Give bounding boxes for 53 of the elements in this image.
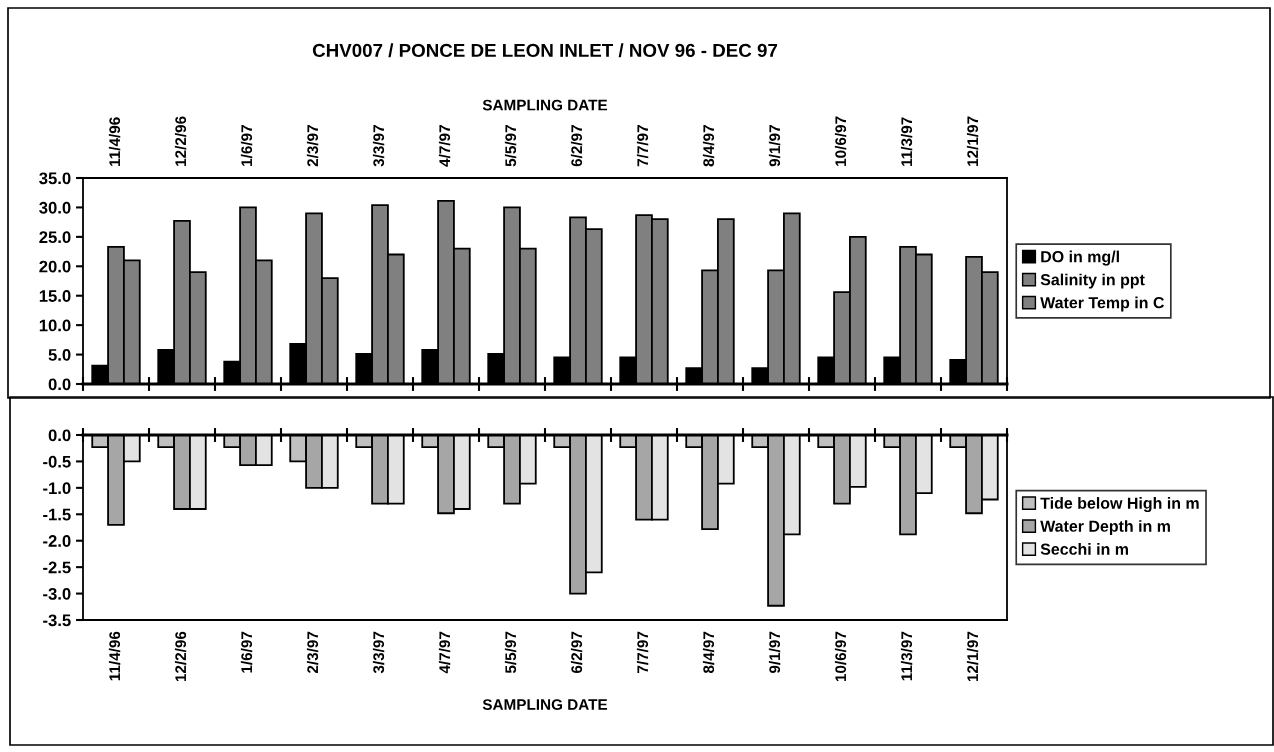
x-tick-label: 5/5/97 xyxy=(504,125,517,167)
x-tick-label: 6/2/97 xyxy=(570,125,583,167)
legend-label: Secchi in m xyxy=(1040,543,1128,555)
x-tick-label: 12/2/96 xyxy=(174,116,187,166)
x-tick-label: 8/4/97 xyxy=(702,631,715,674)
x-tick-label: 10/6/97 xyxy=(834,631,847,682)
legend-label: DO in mg/l xyxy=(1041,250,1119,266)
x-tick-label: 11/3/97 xyxy=(900,117,913,166)
y-tick-label: 5.0 xyxy=(48,348,71,361)
y-tick-label: 15.0 xyxy=(39,290,71,302)
y-tick-label: -1.0 xyxy=(43,482,71,495)
x-tick-label: 8/4/97 xyxy=(702,125,715,167)
x-tick-label: 7/7/97 xyxy=(636,125,649,167)
y-tick-label: -1.5 xyxy=(43,508,71,521)
y-tick-label: -3.5 xyxy=(43,614,71,627)
x-tick-label: 1/6/97 xyxy=(240,631,253,673)
y-tick-label: -2.5 xyxy=(43,561,71,574)
y-tick-label: 0.0 xyxy=(48,429,71,442)
x-tick-label: 12/1/97 xyxy=(966,631,979,682)
x-axis-title: SAMPLING DATE xyxy=(482,699,608,710)
y-tick-label: -2.0 xyxy=(43,535,71,547)
y-tick-label: -0.5 xyxy=(43,455,71,468)
x-tick-label: 12/1/97 xyxy=(966,116,979,166)
x-tick-label: 10/6/97 xyxy=(834,116,847,166)
x-tick-label: 11/4/96 xyxy=(108,631,121,681)
x-tick-label: 2/3/97 xyxy=(306,125,319,167)
y-tick-label: 30.0 xyxy=(39,201,71,214)
y-tick-label: -3.0 xyxy=(43,587,71,600)
x-tick-label: 9/1/97 xyxy=(768,631,781,674)
x-tick-label: 4/7/97 xyxy=(438,125,451,167)
legend-label: Water Temp in C xyxy=(1040,296,1164,312)
x-tick-label: 11/3/97 xyxy=(900,631,913,681)
x-axis-title: SAMPLING DATE xyxy=(482,99,608,111)
y-tick-label: 0.0 xyxy=(48,378,71,391)
legend-label: Salinity in ppt xyxy=(1040,273,1145,289)
legend-label: Tide below High in m xyxy=(1040,497,1199,513)
x-tick-label: 12/2/96 xyxy=(174,631,187,682)
x-tick-label: 6/2/97 xyxy=(570,631,583,674)
x-tick-label: 9/1/97 xyxy=(768,125,781,167)
y-tick-label: 20.0 xyxy=(39,260,71,273)
legend-label: Water Depth in m xyxy=(1040,520,1170,536)
x-tick-label: 3/3/97 xyxy=(372,631,385,674)
x-tick-label: 2/3/97 xyxy=(306,631,319,674)
y-tick-label: 25.0 xyxy=(39,231,71,244)
y-tick-label: 10.0 xyxy=(39,319,71,332)
chart-title: CHV007 / PONCE DE LEON INLET / NOV 96 - DEC 97 xyxy=(312,43,778,58)
y-tick-label: 35.0 xyxy=(39,172,71,185)
x-tick-label: 1/6/97 xyxy=(240,125,253,166)
x-tick-label: 7/7/97 xyxy=(636,631,649,673)
x-tick-label: 3/3/97 xyxy=(372,125,385,167)
x-tick-label: 5/5/97 xyxy=(504,631,517,674)
x-tick-label: 11/4/96 xyxy=(108,117,121,166)
x-tick-label: 4/7/97 xyxy=(438,631,451,674)
